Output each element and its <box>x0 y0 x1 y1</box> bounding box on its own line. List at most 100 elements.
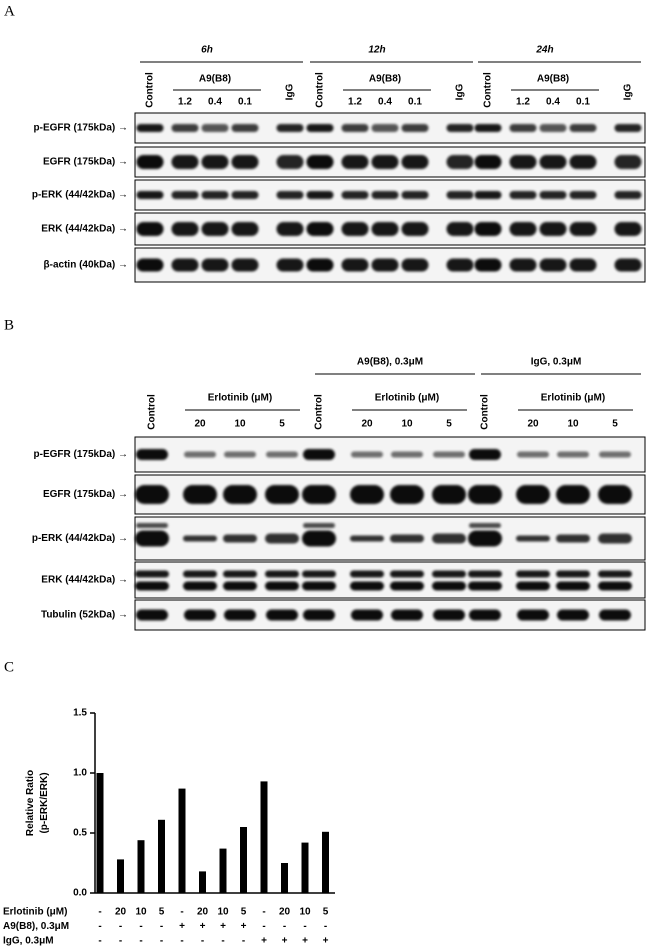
row-label: Tubulin (52kDa) → <box>41 610 128 621</box>
band <box>276 124 304 132</box>
time-header: 12h <box>368 45 385 56</box>
band <box>223 485 257 504</box>
band <box>341 124 369 132</box>
band <box>265 581 299 591</box>
condition-entry: + <box>302 936 308 947</box>
lane-label: Control <box>315 72 326 108</box>
dose-label: 20 <box>361 419 373 430</box>
condition-entry: + <box>220 921 226 932</box>
row-label: p-EGFR (175kDa) → <box>34 449 128 460</box>
band <box>539 222 567 236</box>
band <box>598 581 632 591</box>
band <box>136 523 168 528</box>
band <box>614 155 642 169</box>
band <box>509 222 537 236</box>
band <box>302 570 336 578</box>
band <box>266 609 298 621</box>
bar <box>322 831 329 893</box>
band <box>539 155 567 169</box>
condition-entry: + <box>282 936 288 947</box>
band <box>614 191 642 199</box>
band <box>556 581 590 591</box>
y-axis-label: Relative Ratio (p-ERK/ERK) <box>25 770 50 836</box>
band <box>469 523 501 528</box>
dose-label: 10 <box>567 419 579 430</box>
condition-entry: + <box>261 936 267 947</box>
bar <box>117 859 124 893</box>
condition-entry: + <box>241 921 247 932</box>
treatment-label: A9(B8) <box>537 74 569 85</box>
band <box>468 570 502 578</box>
group-header: A9(B8), 0.3μM <box>357 357 423 368</box>
dose-label: 0.4 <box>378 97 392 108</box>
band <box>302 485 336 504</box>
band <box>303 523 335 528</box>
row-label: ERK (44/42kDa) → <box>41 575 128 586</box>
band <box>432 570 466 578</box>
band <box>224 609 256 621</box>
band <box>231 222 259 236</box>
band <box>598 485 632 504</box>
condition-entry: - <box>262 921 265 932</box>
condition-entry: - <box>303 921 306 932</box>
band <box>136 124 164 132</box>
condition-label: A9(B8), 0.3μM <box>3 921 69 932</box>
band <box>223 581 257 591</box>
band <box>201 222 229 236</box>
band <box>569 191 597 199</box>
dose-label: 10 <box>401 419 413 430</box>
band <box>598 533 632 544</box>
band <box>556 570 590 578</box>
band <box>517 451 549 458</box>
band <box>474 222 502 236</box>
band <box>516 570 550 578</box>
band <box>474 258 502 272</box>
dose-label: 1.2 <box>178 97 192 108</box>
row-label: p-EGFR (175kDa) → <box>34 123 128 134</box>
dose-label: 0.4 <box>546 97 560 108</box>
lane-label: IgG <box>455 83 466 100</box>
y-axis-label-part: (p-ERK/ERK) <box>39 772 50 833</box>
band <box>136 191 164 199</box>
lane-label: Control <box>145 72 156 108</box>
bar <box>137 840 145 893</box>
condition-entry: - <box>98 936 101 947</box>
condition-label: IgG, 0.3μM <box>3 936 54 947</box>
treatment-label: A9(B8) <box>369 74 401 85</box>
bar <box>219 848 227 893</box>
band <box>171 222 199 236</box>
band <box>446 258 474 272</box>
band <box>136 258 164 272</box>
band <box>557 609 589 621</box>
band <box>306 258 334 272</box>
band <box>371 191 399 199</box>
condition-entry: - <box>180 936 183 947</box>
band <box>516 581 550 591</box>
dose-label: 10 <box>234 419 246 430</box>
band <box>539 124 567 132</box>
band <box>223 534 257 543</box>
band <box>231 155 259 169</box>
condition-entry: - <box>283 921 286 932</box>
condition-entry: 20 <box>197 907 209 918</box>
band <box>468 485 502 504</box>
band <box>351 451 383 458</box>
band <box>201 191 229 199</box>
band <box>302 530 336 547</box>
condition-entry: - <box>139 921 142 932</box>
row-label: p-ERK (44/42kDa) → <box>32 190 128 201</box>
dose-label: 0.1 <box>576 97 590 108</box>
condition-entry: + <box>323 936 329 947</box>
band <box>432 581 466 591</box>
band <box>569 124 597 132</box>
condition-entry: - <box>160 936 163 947</box>
band <box>556 485 590 504</box>
band <box>302 581 336 591</box>
band <box>350 485 384 504</box>
band <box>569 222 597 236</box>
band <box>201 258 229 272</box>
band <box>135 581 169 591</box>
band <box>184 609 216 621</box>
band <box>432 533 466 544</box>
band <box>468 530 502 547</box>
